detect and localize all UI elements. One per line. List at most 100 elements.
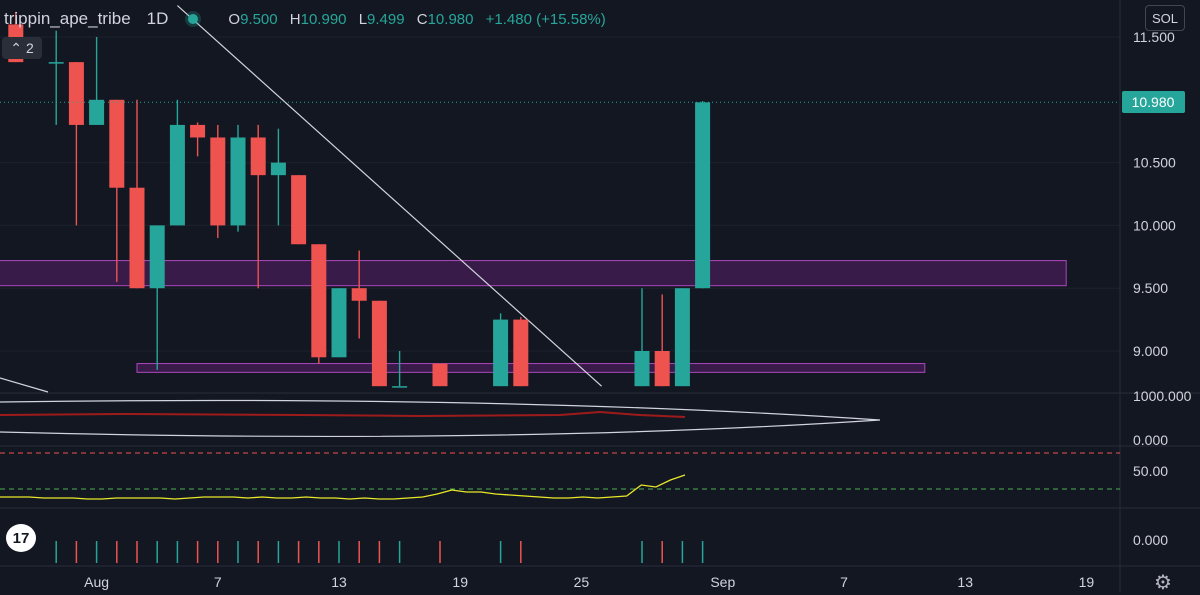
candle-body — [674, 288, 690, 387]
candle — [311, 244, 327, 364]
time-tick-label: 7 — [214, 574, 222, 590]
legend-header: trippin_ape_tribe 1D O9.500 H10.990 L9.4… — [0, 6, 606, 32]
tradingview-logo-icon[interactable]: 17 — [6, 524, 36, 552]
low-value: 9.499 — [367, 10, 405, 28]
indicator-count: 2 — [25, 40, 34, 56]
chart-grid — [0, 36, 1120, 352]
time-tick-label: 19 — [1079, 574, 1095, 590]
candle-body — [371, 300, 387, 387]
candle — [270, 128, 286, 226]
candle-body — [250, 137, 266, 176]
candle-body — [695, 102, 711, 289]
time-tick-label: 19 — [452, 574, 468, 590]
candle — [89, 37, 105, 125]
candle — [331, 288, 347, 358]
volume-zero-label: 0.000 — [1133, 432, 1168, 448]
candle-body — [109, 99, 125, 188]
support-zones — [0, 260, 1067, 373]
gear-icon[interactable]: ⚙ — [1154, 572, 1172, 594]
open-label: O — [228, 10, 241, 28]
volume-envelope — [0, 399, 881, 438]
candle-body — [392, 386, 408, 388]
candle — [250, 124, 266, 289]
price-axis: 11.500 10.500 10.000 9.500 9.000 — [1133, 29, 1176, 359]
candle-body — [68, 62, 84, 125]
candle — [109, 99, 125, 282]
price-tick-label: 9.500 — [1133, 280, 1168, 296]
indicator-axis-label: 0.000 — [1133, 532, 1168, 548]
candles — [8, 11, 711, 388]
candle — [210, 124, 226, 238]
candle — [513, 317, 529, 387]
candle-body — [331, 288, 347, 358]
candle-body — [230, 137, 246, 226]
candle-body — [513, 319, 529, 387]
price-tick-label: 10.500 — [1133, 155, 1176, 171]
candle — [230, 124, 246, 232]
change-value: +1.480 (+15.58%) — [485, 10, 606, 28]
currency-button[interactable]: SOL — [1145, 5, 1185, 31]
market-status-icon — [188, 14, 199, 24]
candle-body — [210, 137, 226, 226]
chevron-up-icon: ⌃ — [10, 39, 22, 56]
ohlc-values: O9.500 H10.990 L9.499 C10.980 +1.480 (+1… — [220, 11, 605, 28]
last-price-badge: 10.980 — [1122, 91, 1185, 113]
candle — [432, 363, 448, 387]
candle-body — [654, 351, 670, 387]
upper-support-zone — [0, 260, 1067, 287]
candle — [634, 288, 650, 387]
time-axis: Aug 7 13 19 25 Sep 7 13 19 — [84, 574, 1094, 590]
candle-body — [149, 225, 165, 289]
timeframe[interactable]: 1D — [146, 9, 169, 28]
candle — [190, 122, 206, 157]
candle-body — [432, 363, 448, 387]
time-tick-label: 13 — [331, 574, 347, 590]
candle — [654, 294, 670, 387]
candle-body — [89, 99, 105, 125]
time-tick-label: Aug — [84, 574, 109, 590]
candle-body — [351, 288, 367, 301]
rsi-axis-label: 50.00 — [1133, 463, 1168, 479]
volume-ma-line — [0, 410, 686, 418]
candle — [371, 300, 387, 387]
collapse-indicators-button[interactable]: ⌃ 2 — [2, 37, 42, 59]
candle — [48, 30, 64, 125]
high-value: 10.990 — [300, 10, 347, 28]
rsi-line — [0, 474, 686, 500]
candle — [291, 175, 307, 245]
candle-body — [270, 162, 286, 176]
time-tick-label: 7 — [840, 574, 848, 590]
rsi-pane — [0, 452, 1120, 500]
time-tick-label: 25 — [574, 574, 590, 590]
time-tick-label: Sep — [710, 574, 735, 590]
price-tick-label: 11.500 — [1133, 29, 1175, 45]
high-label: H — [289, 10, 301, 28]
indicator-bars — [55, 541, 704, 563]
price-tick-label: 9.000 — [1133, 343, 1168, 359]
candle — [493, 313, 509, 387]
candle — [169, 99, 185, 226]
volume-trend-line — [0, 377, 49, 393]
candle-body — [291, 175, 307, 245]
candle — [674, 288, 690, 387]
volume-axis-label: 1000.000 — [1133, 388, 1192, 404]
candle-body — [190, 124, 206, 138]
close-value: 10.980 — [427, 10, 474, 28]
candle — [392, 351, 408, 388]
candle-body — [129, 187, 145, 289]
candle-body — [493, 319, 509, 387]
candle — [149, 225, 165, 370]
candle — [351, 250, 367, 339]
candle — [129, 99, 145, 289]
candle-body — [634, 351, 650, 387]
candle — [68, 62, 84, 226]
last-price-label: 10.980 — [1132, 94, 1175, 110]
candle-body — [169, 124, 185, 226]
time-tick-label: 13 — [957, 574, 973, 590]
candle-body — [48, 62, 64, 64]
low-label: L — [358, 10, 368, 28]
close-label: C — [416, 10, 428, 28]
descending-trendline — [176, 5, 603, 387]
symbol-name[interactable]: trippin_ape_tribe — [4, 9, 131, 28]
